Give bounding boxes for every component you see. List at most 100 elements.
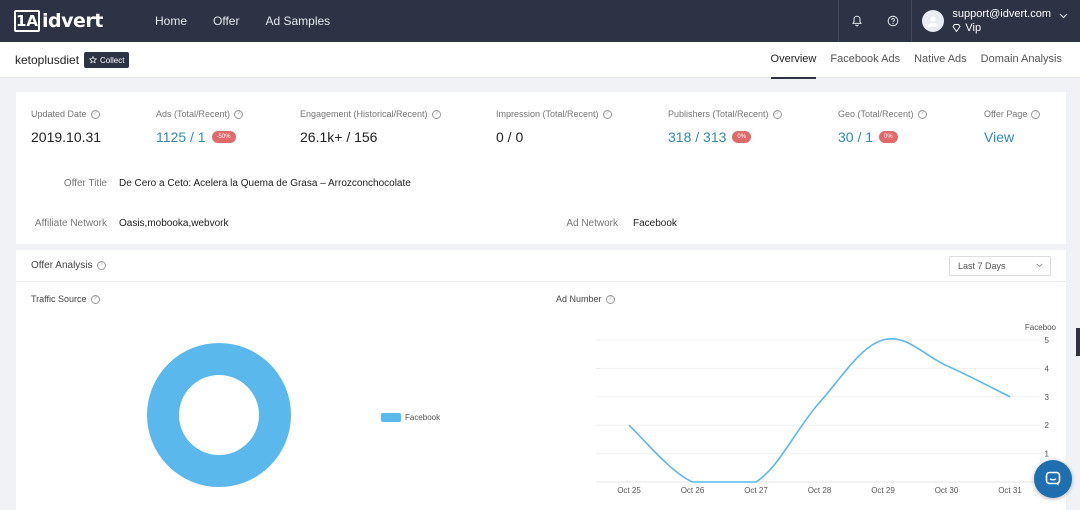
affiliate-network-row: Affiliate Network Oasis,mobooka,webvork bbox=[16, 218, 229, 229]
overview-card: Updated Date? 2019.10.31 Ads (Total/Rece… bbox=[16, 92, 1066, 244]
chevron-down-icon bbox=[1036, 263, 1043, 268]
stat-value[interactable]: 1125 / 1 bbox=[156, 129, 206, 145]
nav-divider bbox=[911, 0, 913, 42]
user-icon bbox=[928, 16, 939, 27]
stat-impression: Impression (Total/Recent)? 0 / 0 bbox=[496, 109, 612, 145]
nav-right: support@idvert.com Vip bbox=[838, 0, 1080, 42]
x-tick-label: Oct 26 bbox=[681, 486, 705, 495]
offer-title-value: De Cero a Ceto: Acelera la Quema de Gras… bbox=[119, 178, 411, 189]
x-tick-label: Oct 28 bbox=[808, 486, 832, 495]
stat-publishers: Publishers (Total/Recent)? 318 / 313 0% bbox=[668, 109, 782, 145]
date-range-select[interactable]: Last 7 Days bbox=[949, 256, 1051, 276]
ad-network-value: Facebook bbox=[633, 218, 677, 229]
user-email: support@idvert.com bbox=[952, 8, 1051, 20]
avatar bbox=[922, 10, 945, 32]
pie-slice-facebook[interactable] bbox=[147, 343, 291, 487]
stat-engagement: Engagement (Historical/Recent)? 26.1k+ /… bbox=[300, 109, 441, 145]
offer-analysis-label: Offer Analysis bbox=[31, 260, 93, 271]
logo-mark: 1A bbox=[14, 10, 40, 32]
ad-network-row: Ad Network Facebook bbox=[546, 218, 677, 229]
x-tick-label: Oct 27 bbox=[744, 486, 768, 495]
tab-overview[interactable]: Overview bbox=[770, 42, 816, 79]
stat-value: 2019.10.31 bbox=[31, 129, 102, 145]
stat-value[interactable]: 30 / 1 bbox=[838, 129, 874, 145]
chevron-down-icon bbox=[1059, 13, 1068, 19]
y-tick-label: 4 bbox=[1045, 364, 1050, 373]
ad-network-label: Ad Network bbox=[566, 218, 618, 229]
traffic-source-label: Traffic Source bbox=[31, 294, 87, 304]
user-level-label: Vip bbox=[965, 22, 982, 34]
chat-support-button[interactable] bbox=[1034, 460, 1072, 498]
x-tick-label: Oct 25 bbox=[617, 486, 641, 495]
help-icon[interactable]: ? bbox=[605, 294, 615, 304]
offer-analysis-card: Offer Analysis ? Last 7 Days Traffic Sou… bbox=[16, 250, 1066, 510]
bell-icon[interactable] bbox=[839, 0, 875, 42]
offer-name: ketoplusdiet bbox=[15, 53, 80, 67]
diamond-icon bbox=[952, 24, 961, 32]
collect-button[interactable]: Collect bbox=[84, 52, 130, 68]
nav-link-ad-samples[interactable]: Ad Samples bbox=[265, 14, 331, 28]
change-badge: 0% bbox=[732, 131, 752, 143]
offer-header: ketoplusdiet Collect Overview Facebook A… bbox=[0, 42, 1080, 79]
tab-domain-analysis[interactable]: Domain Analysis bbox=[980, 53, 1062, 65]
y-tick-label: 3 bbox=[1045, 393, 1050, 402]
side-drawer-handle[interactable] bbox=[1076, 328, 1080, 356]
help-icon[interactable]: ? bbox=[772, 109, 782, 119]
offer-tabs: Overview Facebook Ads Native Ads Domain … bbox=[770, 42, 1062, 79]
stat-value: 0 / 0 bbox=[496, 129, 524, 145]
y-tick-label: 2 bbox=[1045, 421, 1050, 430]
x-tick-label: Oct 30 bbox=[935, 486, 959, 495]
help-icon[interactable] bbox=[875, 0, 911, 42]
change-badge: -50% bbox=[211, 131, 236, 143]
stat-label: Geo (Total/Recent) bbox=[838, 109, 914, 119]
x-tick-label: Oct 29 bbox=[871, 486, 895, 495]
offer-title-row: Offer Title De Cero a Ceto: Acelera la Qu… bbox=[16, 178, 411, 189]
tab-native-ads[interactable]: Native Ads bbox=[914, 53, 967, 65]
stat-label: Offer Page bbox=[984, 109, 1028, 119]
legend-label-facebook: Facebook bbox=[405, 413, 441, 422]
offer-page-link[interactable]: View bbox=[984, 129, 1015, 145]
help-icon[interactable]: ? bbox=[90, 109, 100, 119]
help-icon[interactable]: ? bbox=[1031, 109, 1041, 119]
traffic-source-title: Traffic Source ? bbox=[31, 294, 100, 304]
offer-title-label: Offer Title bbox=[63, 178, 107, 189]
y-axis-series-label: Facebook bbox=[1025, 323, 1056, 332]
legend-swatch-facebook[interactable] bbox=[381, 413, 401, 422]
series-line-facebook[interactable] bbox=[628, 337, 1011, 483]
tab-facebook-ads[interactable]: Facebook Ads bbox=[830, 53, 901, 65]
help-icon[interactable]: ? bbox=[917, 109, 927, 119]
y-tick-label: 5 bbox=[1045, 336, 1050, 345]
offer-analysis-header: Offer Analysis ? Last 7 Days bbox=[16, 250, 1066, 282]
nav-divider bbox=[838, 0, 840, 42]
stat-updated-date: Updated Date? 2019.10.31 bbox=[31, 109, 101, 145]
stat-label: Engagement (Historical/Recent) bbox=[300, 109, 428, 119]
logo-text: idvert bbox=[42, 10, 103, 32]
logo[interactable]: 1A idvert bbox=[14, 9, 103, 33]
affiliate-network-label: Affiliate Network bbox=[34, 218, 107, 229]
nav-link-home[interactable]: Home bbox=[155, 14, 188, 28]
help-icon[interactable]: ? bbox=[602, 109, 612, 119]
pie-legend: Facebook bbox=[381, 413, 440, 422]
user-level: Vip bbox=[952, 21, 1051, 35]
collect-label: Collect bbox=[100, 55, 125, 65]
stat-value: 26.1k+ / 156 bbox=[300, 129, 378, 145]
stat-label: Impression (Total/Recent) bbox=[496, 109, 599, 119]
stat-ads: Ads (Total/Recent)? 1125 / 1 -50% bbox=[156, 109, 244, 145]
help-icon[interactable]: ? bbox=[96, 261, 106, 270]
help-icon[interactable]: ? bbox=[234, 109, 244, 119]
star-icon bbox=[89, 56, 97, 64]
main-nav: Home Offer Ad Samples bbox=[155, 0, 330, 42]
help-icon[interactable]: ? bbox=[90, 294, 100, 304]
user-info: support@idvert.com Vip bbox=[952, 7, 1051, 35]
change-badge: 0% bbox=[879, 131, 898, 143]
stat-offer-page: Offer Page? View bbox=[984, 109, 1041, 145]
stat-label: Publishers (Total/Recent) bbox=[668, 109, 769, 119]
stat-value[interactable]: 318 / 313 bbox=[668, 129, 727, 145]
offer-analysis-title: Offer Analysis ? bbox=[31, 260, 106, 271]
stat-label: Updated Date bbox=[31, 109, 87, 119]
user-menu[interactable]: support@idvert.com Vip bbox=[912, 0, 1080, 42]
top-navbar: 1A idvert Home Offer Ad Samples support@… bbox=[0, 0, 1080, 42]
help-icon[interactable]: ? bbox=[431, 109, 441, 119]
nav-link-offer[interactable]: Offer bbox=[213, 14, 240, 28]
